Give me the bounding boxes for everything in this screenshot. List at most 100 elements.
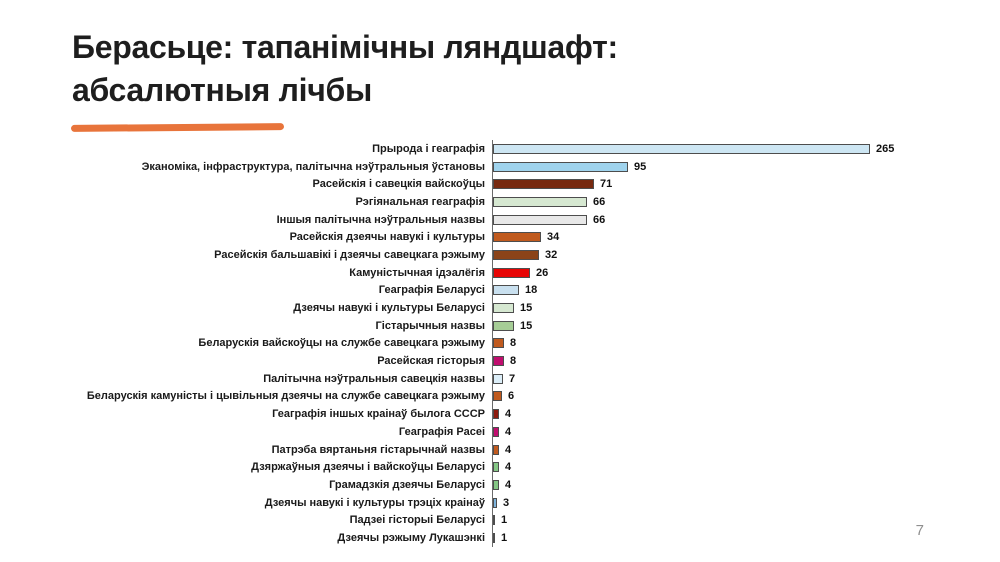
bar-value-label: 95 [634, 160, 647, 173]
chart-row: Прырода і геаграфія 265 [66, 140, 976, 158]
bar-zone: 3 [492, 493, 976, 512]
bar-zone: 66 [492, 210, 976, 229]
category-label: Іншыя палітычна нэўтральныя назвы [276, 213, 485, 226]
bar [493, 356, 504, 367]
chart-row: Беларускія вайскоўцы на службе савецкага… [66, 334, 976, 353]
chart-row: Патрэба вяртаньня гістарычнай назвы 4 [66, 440, 976, 459]
bar [493, 249, 539, 260]
category-label: Падзеі гісторыі Беларусі [349, 514, 485, 527]
slide-title-line1: Берасьце: тапанімічны ляндшафт: [72, 29, 618, 65]
bar [493, 285, 519, 296]
bar-value-label: 4 [505, 408, 512, 421]
bar-value-label: 8 [510, 337, 517, 350]
chart-row: Гістарычныя назвы 15 [66, 316, 976, 335]
bar-value-label: 1 [501, 531, 508, 544]
chart-row: Дзеячы рэжыму Лукашэнкі 1 [66, 529, 976, 547]
chart-row: Падзеі гісторыі Беларусі 1 [66, 511, 976, 530]
bar [493, 515, 495, 526]
category-label: Беларускія вайскоўцы на службе савецкага… [198, 337, 485, 350]
chart-row: Дзеячы навукі і культуры трэціх краінаў 3 [66, 493, 976, 512]
category-label: Расейскія дзеячы навукі і культуры [289, 231, 485, 244]
category-label: Геаграфія Расеі [398, 425, 485, 438]
bar [493, 320, 514, 331]
bar-value-label: 4 [505, 443, 512, 456]
category-label: Дзеячы рэжыму Лукашэнкі [337, 531, 485, 544]
page-number: 7 [915, 522, 924, 539]
bar [493, 409, 499, 420]
chart-row: Палітычна нэўтральныя савецкія назвы 7 [66, 369, 976, 388]
bar-zone: 8 [492, 334, 976, 353]
bar-value-label: 26 [536, 266, 549, 279]
bar-value-label: 18 [525, 284, 538, 297]
category-label: Рэгіянальная геаграфія [355, 195, 485, 208]
chart-row: Дзяржаўныя дзеячы і вайскоўцы Беларусі 4 [66, 458, 976, 477]
bar [493, 426, 499, 437]
bar-value-label: 6 [508, 390, 515, 403]
bar [493, 196, 587, 207]
bar-zone: 4 [492, 458, 976, 477]
bar-zone: 1 [492, 511, 976, 530]
bar-zone: 1 [492, 529, 976, 547]
bar-value-label: 71 [600, 178, 613, 191]
category-label: Эканоміка, інфраструктура, палітычна нэў… [141, 160, 485, 173]
chart-row: Камуністычная ідэалёгія 26 [66, 263, 976, 282]
category-label: Гістарычныя назвы [375, 319, 485, 332]
bar [493, 444, 499, 455]
bar-value-label: 265 [876, 142, 895, 155]
bar [493, 497, 497, 508]
category-label: Прырода і геаграфія [372, 142, 485, 155]
bar [493, 267, 530, 278]
bar [493, 462, 499, 473]
bar-zone: 15 [492, 299, 976, 317]
bar-zone: 7 [492, 369, 976, 388]
category-label: Геаграфія Беларусі [378, 284, 485, 297]
category-label: Дзеячы навукі і культуры Беларусі [293, 302, 485, 315]
bar [493, 479, 499, 490]
bar-value-label: 32 [545, 248, 558, 261]
chart-row: Расейская гісторыя 8 [66, 352, 976, 370]
bar-zone: 4 [492, 440, 976, 459]
chart-row: Геаграфія Расеі 4 [66, 423, 976, 441]
chart-row: Геаграфія Беларусі 18 [66, 281, 976, 300]
chart-row: Рэгіянальная геаграфія 66 [66, 193, 976, 211]
bar-value-label: 66 [593, 195, 606, 208]
bar-zone: 265 [492, 140, 976, 158]
category-label: Патрэба вяртаньня гістарычнай назвы [271, 443, 485, 456]
bar-value-label: 8 [510, 355, 517, 368]
bar [493, 179, 594, 190]
category-label: Грамадзкія дзеячы Беларусі [329, 478, 485, 491]
bar-value-label: 7 [509, 372, 516, 385]
chart-row: Расейскія бальшавікі і дзеячы савецкага … [66, 246, 976, 264]
slide-title-line2: абсалютныя лічбы [72, 71, 372, 108]
bar [493, 373, 503, 384]
bar-zone: 6 [492, 387, 976, 406]
bar-value-label: 1 [501, 514, 508, 527]
chart-row: Эканоміка, інфраструктура, палітычна нэў… [66, 157, 976, 176]
category-label: Беларускія камуністы і цывільныя дзеячы … [86, 390, 485, 403]
bar-zone: 26 [492, 263, 976, 282]
bar-zone: 15 [492, 316, 976, 335]
bar [493, 391, 502, 402]
bar-zone: 95 [492, 157, 976, 176]
bar [493, 532, 495, 543]
bar-zone: 4 [492, 476, 976, 494]
chart-row: Расейскія дзеячы навукі і культуры 34 [66, 228, 976, 247]
bar-value-label: 4 [505, 461, 512, 474]
bar-zone: 71 [492, 175, 976, 194]
bar [493, 143, 870, 154]
bar-zone: 8 [492, 352, 976, 370]
bar-zone: 4 [492, 405, 976, 423]
bar-zone: 34 [492, 228, 976, 247]
bar-value-label: 34 [547, 231, 560, 244]
bar-zone: 32 [492, 246, 976, 264]
title-underline-accent [70, 123, 285, 132]
bar [493, 303, 514, 314]
chart-row: Расейскія і савецкія вайскоўцы 71 [66, 175, 976, 194]
chart-row: Грамадзкія дзеячы Беларусі 4 [66, 476, 976, 494]
chart-row: Дзеячы навукі і культуры Беларусі 15 [66, 299, 976, 317]
bar-value-label: 4 [505, 478, 512, 491]
bar-value-label: 15 [520, 319, 533, 332]
category-label: Геаграфія іншых краінаў былога СССР [272, 408, 485, 421]
chart-row: Геаграфія іншых краінаў былога СССР 4 [66, 405, 976, 423]
